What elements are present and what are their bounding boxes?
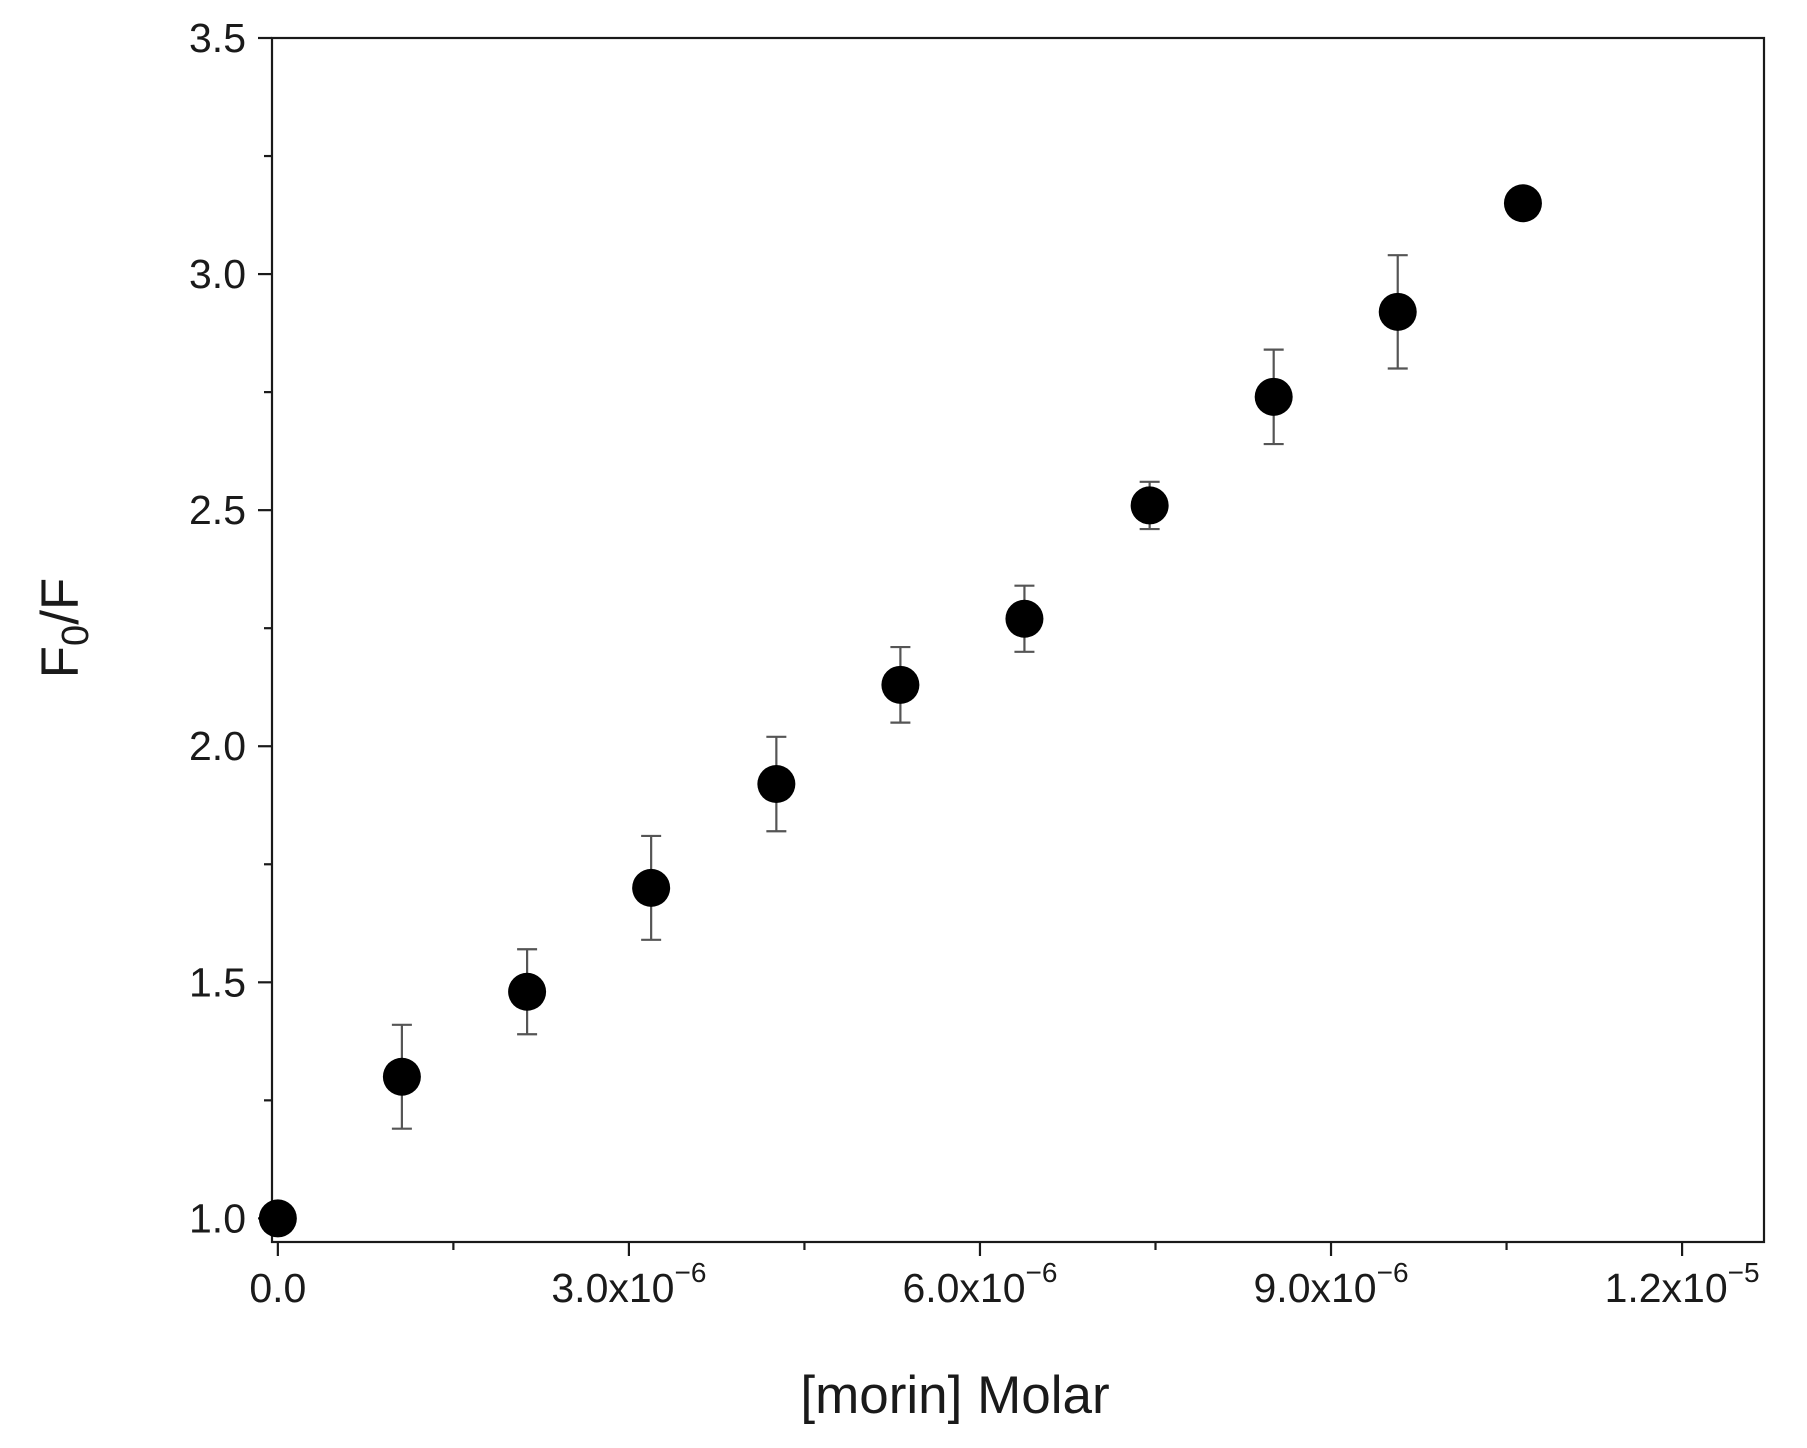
- y-tick-label: 1.0: [189, 1195, 246, 1241]
- x-tick-label: 0.0: [249, 1265, 306, 1311]
- x-tick-label-exponent: −5: [1728, 1257, 1760, 1288]
- y-axis-title: F0/F: [31, 578, 97, 679]
- data-point: [1005, 599, 1044, 638]
- x-tick-label: 6.0x10−6: [902, 1257, 1057, 1311]
- x-tick-label: 9.0x10−6: [1254, 1257, 1409, 1311]
- y-tick-label: 1.5: [189, 959, 246, 1005]
- plot-border: [270, 36, 1766, 1244]
- data-point: [382, 1057, 421, 1096]
- y-axis-ticks: 1.0 1.5 2.0 2.5 3.0 3.5: [189, 15, 272, 1241]
- data-markers: [258, 184, 1542, 1238]
- data-point: [632, 868, 671, 907]
- y-tick-label: 2.5: [189, 487, 246, 533]
- y-tick-label: 3.0: [189, 251, 246, 297]
- x-tick-label-mantissa: 9.0x10: [1254, 1265, 1377, 1311]
- x-axis-ticks: 0.0 3.0x10−6 6.0x10−6 9.0x10−6 1.2x10−5: [249, 1242, 1760, 1311]
- data-point: [258, 1199, 297, 1238]
- y-axis-title-suffix: /F: [31, 578, 90, 625]
- data-point: [508, 972, 547, 1011]
- x-tick-label-mantissa: 3.0x10: [551, 1265, 674, 1311]
- x-tick-label-mantissa: 0.0: [249, 1265, 306, 1311]
- plot-frame: [270, 36, 1766, 1244]
- x-tick-label: 1.2x10−5: [1605, 1257, 1760, 1311]
- y-tick-label: 3.5: [189, 15, 246, 61]
- y-axis-title-base: F: [31, 646, 90, 678]
- x-tick-label-exponent: −6: [1377, 1257, 1409, 1288]
- y-axis-title-subscript: 0: [55, 625, 97, 646]
- x-tick-label: 3.0x10−6: [551, 1257, 706, 1311]
- data-point: [1503, 184, 1542, 223]
- data-point: [1130, 486, 1169, 525]
- y-tick-label: 2.0: [189, 723, 246, 769]
- x-tick-label-exponent: −6: [674, 1257, 706, 1288]
- x-tick-label-mantissa: 1.2x10: [1605, 1265, 1728, 1311]
- data-point: [1378, 292, 1417, 331]
- data-point: [1254, 377, 1293, 416]
- data-point: [757, 765, 796, 804]
- x-tick-label-mantissa: 6.0x10: [902, 1265, 1025, 1311]
- data-point: [881, 665, 920, 704]
- x-tick-label-exponent: −6: [1026, 1257, 1058, 1288]
- x-axis-title: [morin] Molar: [800, 1366, 1109, 1425]
